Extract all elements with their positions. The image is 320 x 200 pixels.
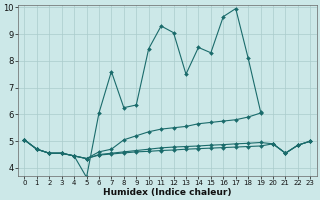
X-axis label: Humidex (Indice chaleur): Humidex (Indice chaleur) xyxy=(103,188,232,197)
